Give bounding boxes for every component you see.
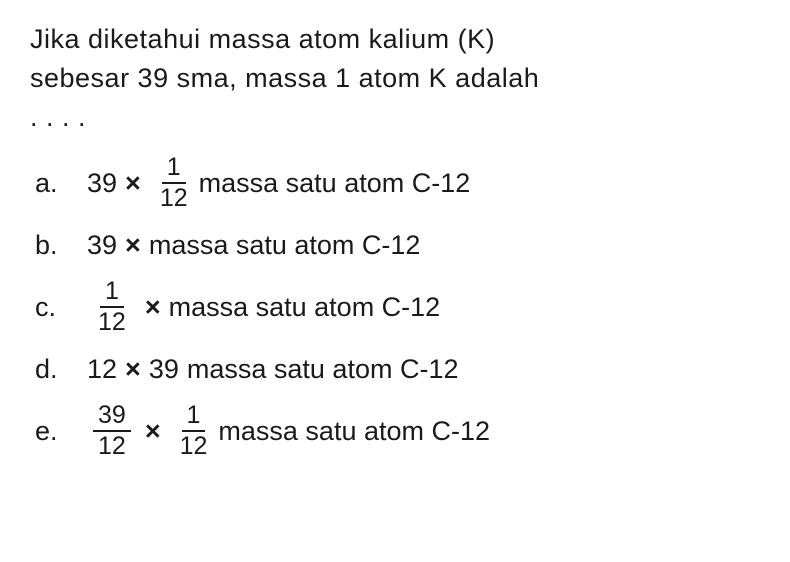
option-b-text: massa satu atom C-12 [149, 230, 421, 261]
fraction-numerator: 1 [162, 155, 186, 184]
fraction: 39 12 [93, 403, 131, 459]
fraction-denominator: 12 [155, 184, 193, 211]
option-a-text: massa satu atom C-12 [199, 168, 471, 199]
option-content-c: 1 12 × massa satu atom C-12 [87, 279, 440, 335]
question-text: Jika diketahui massa atom kalium (K) seb… [30, 20, 760, 137]
question-line-1: Jika diketahui massa atom kalium (K) [30, 24, 495, 54]
fraction: 1 12 [93, 279, 131, 335]
option-c: c. 1 12 × massa satu atom C-12 [35, 279, 760, 335]
option-content-d: 12 × 39 massa satu atom C-12 [87, 354, 458, 385]
options-list: a. 39 × 1 12 massa satu atom C-12 b. 39 … [30, 155, 760, 459]
fraction-numerator: 1 [182, 403, 206, 432]
fraction-numerator: 1 [100, 279, 124, 308]
option-a: a. 39 × 1 12 massa satu atom C-12 [35, 155, 760, 211]
multiply-icon: × [145, 416, 161, 447]
fraction-denominator: 12 [175, 432, 213, 459]
option-e-text: massa satu atom C-12 [218, 416, 490, 447]
option-c-text: massa satu atom C-12 [169, 292, 441, 323]
fraction-denominator: 12 [93, 432, 131, 459]
option-a-number: 39 [87, 168, 117, 199]
multiply-icon: × [125, 168, 141, 199]
multiply-icon: × [125, 230, 141, 261]
option-d-number-2: 39 [149, 354, 179, 385]
option-letter-e: e. [35, 416, 87, 447]
option-b: b. 39 × massa satu atom C-12 [35, 221, 760, 269]
option-letter-b: b. [35, 230, 87, 261]
question-line-3: . . . . [30, 102, 86, 132]
option-letter-a: a. [35, 168, 87, 199]
option-d: d. 12 × 39 massa satu atom C-12 [35, 345, 760, 393]
option-content-a: 39 × 1 12 massa satu atom C-12 [87, 155, 470, 211]
fraction-numerator: 39 [93, 403, 131, 432]
option-content-e: 39 12 × 1 12 massa satu atom C-12 [87, 403, 490, 459]
option-d-text: massa satu atom C-12 [187, 354, 459, 385]
option-e: e. 39 12 × 1 12 massa satu atom C-12 [35, 403, 760, 459]
fraction-denominator: 12 [93, 308, 131, 335]
fraction: 1 12 [155, 155, 193, 211]
fraction: 1 12 [175, 403, 213, 459]
option-letter-d: d. [35, 354, 87, 385]
option-d-number-1: 12 [87, 354, 117, 385]
multiply-icon: × [125, 354, 141, 385]
option-b-number: 39 [87, 230, 117, 261]
question-line-2: sebesar 39 sma, massa 1 atom K adalah [30, 63, 539, 93]
option-content-b: 39 × massa satu atom C-12 [87, 230, 420, 261]
multiply-icon: × [145, 292, 161, 323]
option-letter-c: c. [35, 292, 87, 323]
